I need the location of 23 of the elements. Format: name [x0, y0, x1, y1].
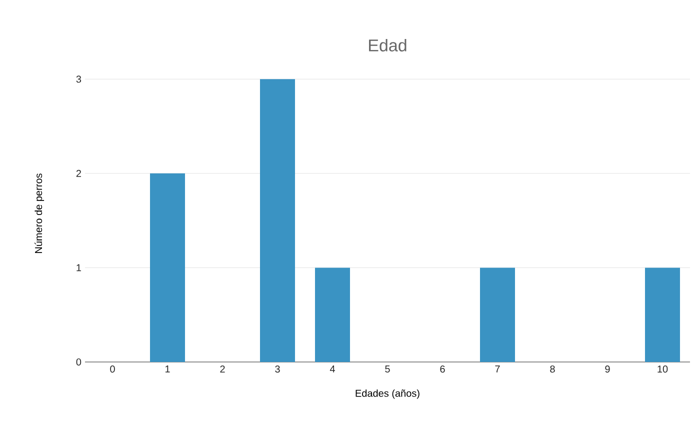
bar — [150, 173, 186, 362]
y-tick-label: 2 — [76, 170, 81, 177]
bar — [315, 268, 350, 362]
x-tick-label: 3 — [275, 366, 280, 373]
y-tick-label: 3 — [76, 76, 82, 83]
x-axis-title: Edades (años) — [356, 389, 420, 399]
y-axis-title: Número de perros — [34, 174, 44, 253]
x-tick-label: 1 — [165, 366, 170, 372]
chart-title: Edad — [369, 38, 406, 52]
bar — [480, 268, 515, 362]
bar — [260, 79, 296, 362]
x-tick-label: 5 — [385, 366, 390, 372]
bar — [644, 268, 680, 362]
y-tick-label: 0 — [76, 358, 82, 366]
y-tick-label: 1 — [76, 264, 81, 272]
x-tick-label: 2 — [220, 366, 225, 372]
x-tick-label: 9 — [605, 366, 610, 373]
x-tick-label: 6 — [440, 366, 445, 373]
x-tick-label: 10 — [658, 366, 668, 373]
x-tick-label: 8 — [550, 366, 555, 373]
x-tick-label: 0 — [110, 366, 115, 373]
x-tick-label: 4 — [330, 366, 335, 372]
x-tick-label: 7 — [495, 366, 500, 372]
